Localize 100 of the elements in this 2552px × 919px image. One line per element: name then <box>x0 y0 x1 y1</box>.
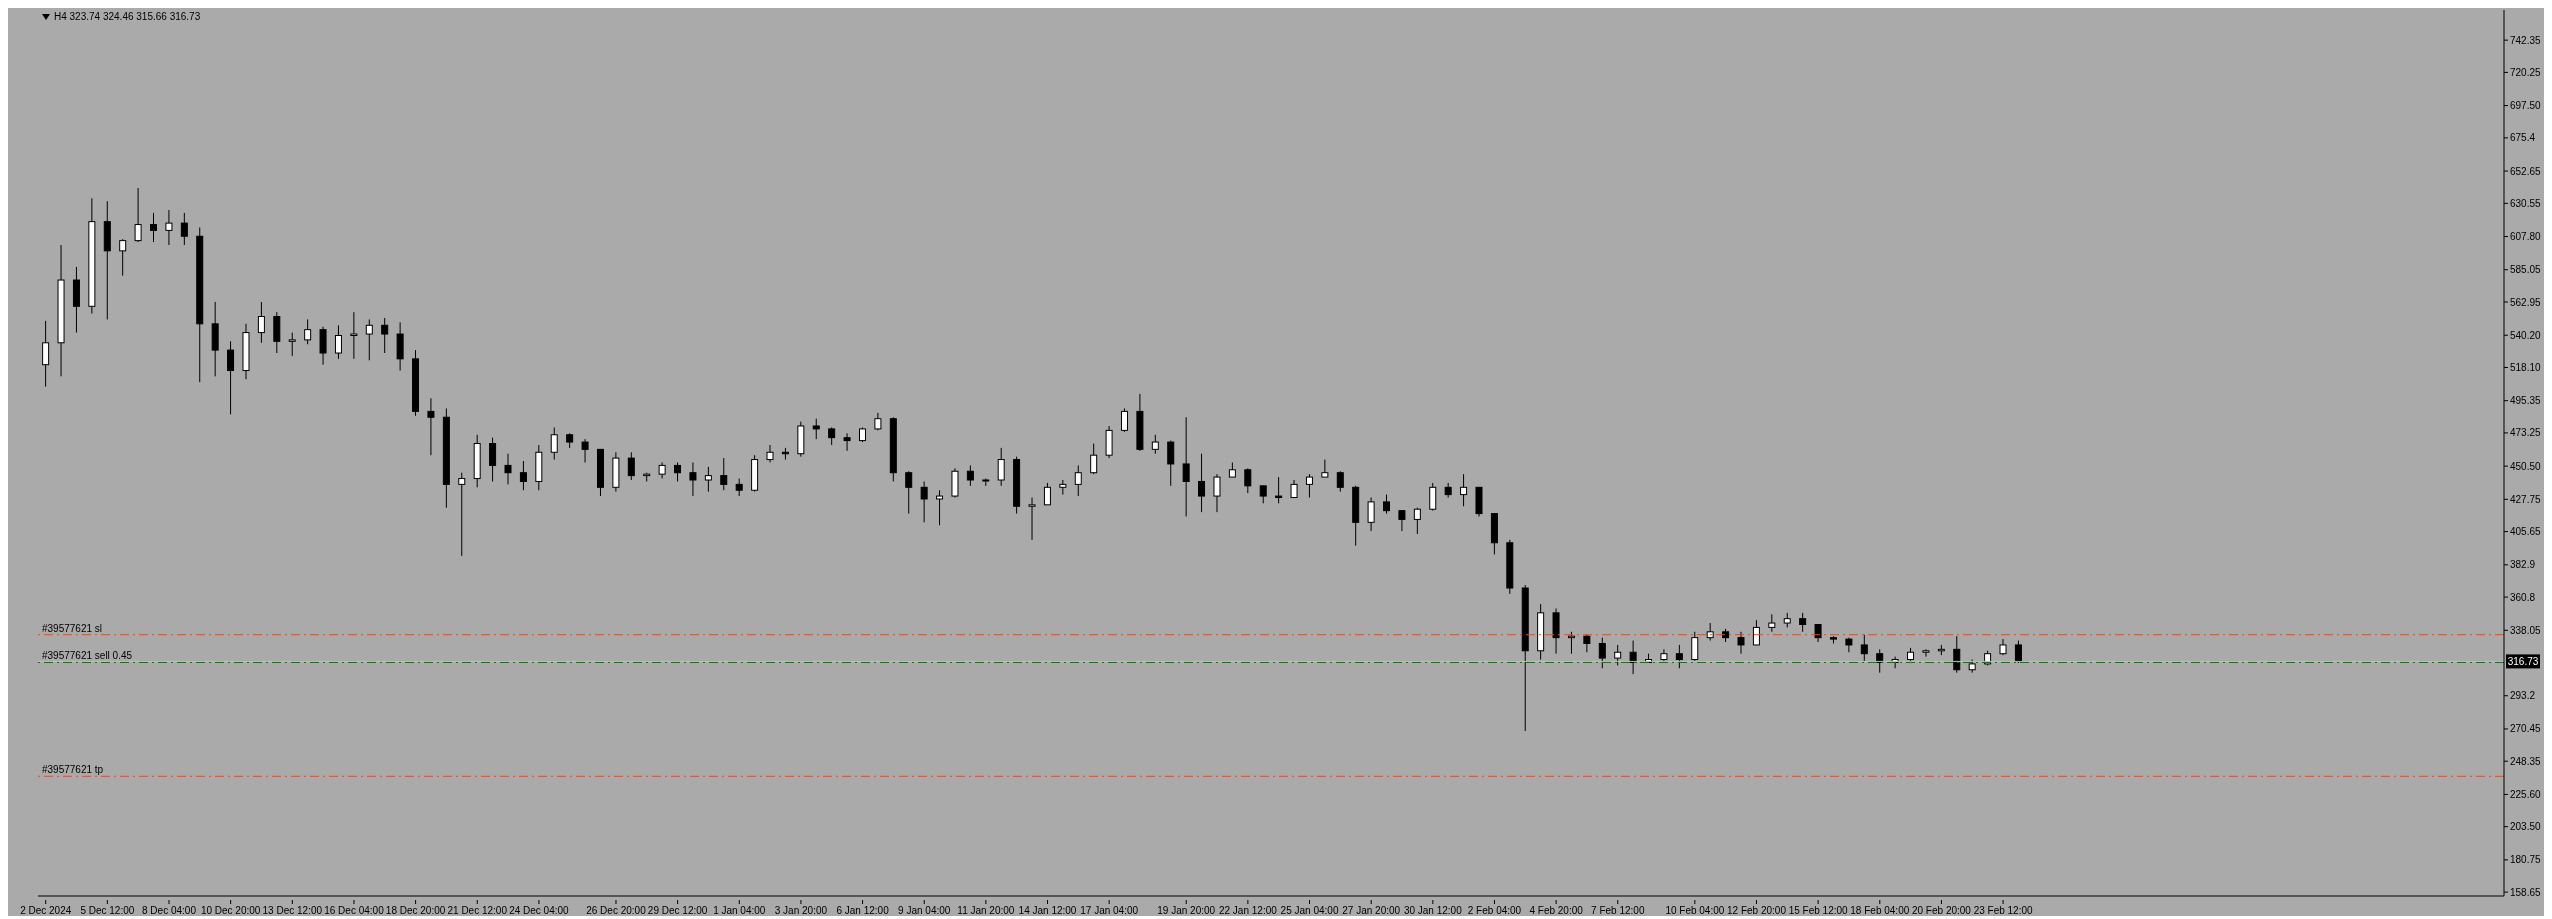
y-tick-label: 630.55 <box>2510 197 2542 209</box>
y-tick-label: 742.35 <box>2510 34 2542 46</box>
y-tick-label: 518.10 <box>2510 362 2542 374</box>
candlestick <box>905 470 913 515</box>
x-tick-label: 26 Dec 20:00 <box>586 905 647 916</box>
ref-line-label: #39577621 sell 0.45 <box>42 650 133 662</box>
candlestick <box>489 437 497 482</box>
candlestick <box>689 461 697 497</box>
candlestick <box>519 460 527 491</box>
x-tick-label: 13 Dec 12:00 <box>262 905 323 916</box>
x-tick-label: 7 Feb 12:00 <box>1591 905 1645 916</box>
candlestick <box>180 212 188 246</box>
x-tick-label: 6 Jan 12:00 <box>836 905 890 916</box>
x-tick-label: 4 Feb 20:00 <box>1529 905 1584 916</box>
x-tick-label: 11 Jan 20:00 <box>957 905 1015 916</box>
y-tick-label: 697.50 <box>2510 100 2542 112</box>
candlestick <box>1321 459 1329 478</box>
y-tick-label: 450.50 <box>2510 460 2542 472</box>
x-tick-label: 18 Dec 20:00 <box>385 905 446 916</box>
x-tick-label: 30 Jan 12:00 <box>1403 905 1463 916</box>
candlestick <box>1460 473 1468 507</box>
candlestick <box>1336 470 1344 493</box>
x-tick-label: 12 Feb 20:00 <box>1727 905 1787 916</box>
x-tick-label: 23 Feb 12:00 <box>1973 905 2033 916</box>
candlestick <box>1398 510 1406 532</box>
x-tick-label: 17 Jan 04:00 <box>1080 905 1139 916</box>
candlestick <box>1953 635 1961 674</box>
candlestick <box>319 326 327 366</box>
candlestick <box>1799 612 1807 633</box>
candlestick <box>1182 416 1190 517</box>
y-tick-label: 495.35 <box>2510 395 2542 407</box>
candlestick <box>304 318 312 345</box>
x-tick-label: 8 Dec 04:00 <box>142 905 197 916</box>
candlestick <box>920 480 928 523</box>
candlestick <box>966 464 974 487</box>
y-tick-label: 607.80 <box>2510 231 2542 243</box>
candlestick <box>1198 453 1206 513</box>
x-tick-label: 1 Jan 04:00 <box>713 905 766 916</box>
y-tick-label: 562.95 <box>2510 296 2542 308</box>
candlestick <box>1737 631 1745 655</box>
candlestick <box>365 318 373 361</box>
candlestick <box>504 453 512 485</box>
x-tick-label: 21 Dec 12:00 <box>447 905 508 916</box>
candlestick <box>1614 644 1622 666</box>
ref-line-label: #39577621 tp <box>42 764 104 776</box>
y-tick-label: 675.4 <box>2510 132 2536 144</box>
y-tick-label: 382.9 <box>2510 559 2536 571</box>
x-tick-label: 20 Feb 20:00 <box>1911 905 1972 916</box>
ref-line-label: 316.73 <box>2507 656 2539 668</box>
candlestick <box>150 212 158 243</box>
x-tick-label: 27 Jan 20:00 <box>1342 905 1401 916</box>
x-tick-label: 14 Jan 12:00 <box>1018 905 1077 916</box>
y-tick-label: 427.75 <box>2510 493 2542 505</box>
x-tick-label: 15 Feb 12:00 <box>1788 905 1849 916</box>
candlestick <box>997 447 1005 487</box>
y-tick-label: 203.50 <box>2510 821 2542 833</box>
candlestick <box>165 209 173 246</box>
y-tick-label: 248.35 <box>2510 755 2542 767</box>
candlestick <box>1413 507 1421 535</box>
candlestick <box>427 397 435 456</box>
x-tick-label: 22 Jan 12:00 <box>1218 905 1278 916</box>
x-tick-label: 2 Dec 2024 <box>20 905 72 916</box>
candlestick <box>1922 648 1930 658</box>
x-tick-label: 19 Jan 20:00 <box>1157 905 1216 916</box>
x-tick-label: 9 Jan 04:00 <box>898 905 951 916</box>
candlestick <box>350 311 358 360</box>
candlestick <box>1598 637 1606 669</box>
y-tick-label: 180.75 <box>2510 854 2542 866</box>
x-tick-label: 2 Feb 04:00 <box>1467 905 1522 916</box>
candlestick <box>704 466 712 493</box>
candlestick <box>1860 634 1868 662</box>
candlestick <box>381 317 389 354</box>
candlestick <box>550 426 558 461</box>
x-tick-label: 3 Jan 20:00 <box>774 905 828 916</box>
candlestick <box>257 301 265 344</box>
candlestick <box>720 457 728 491</box>
x-tick-label: 16 Dec 04:00 <box>324 905 385 916</box>
candlestick <box>1275 476 1283 504</box>
candlestick <box>1167 440 1175 487</box>
y-tick-label: 270.45 <box>2510 723 2542 735</box>
candlestick <box>1244 467 1252 494</box>
x-tick-label: 29 Dec 12:00 <box>647 905 708 916</box>
candlestick <box>1074 464 1082 497</box>
ref-line-label: #39577621 sl <box>42 622 103 634</box>
y-tick-label: 338.05 <box>2510 624 2542 636</box>
candlestick <box>1151 434 1159 455</box>
candlestick <box>581 438 589 463</box>
candlestick <box>1305 473 1313 499</box>
y-tick-label: 158.65 <box>2510 886 2542 898</box>
x-tick-label: 10 Feb 04:00 <box>1665 905 1725 916</box>
candlestick <box>1675 644 1683 669</box>
candlestick <box>227 340 235 415</box>
x-tick-label: 24 Dec 04:00 <box>509 905 570 916</box>
x-tick-label: 25 Jan 04:00 <box>1280 905 1339 916</box>
x-tick-label: 18 Feb 04:00 <box>1850 905 1910 916</box>
y-tick-label: 225.60 <box>2510 788 2542 800</box>
candlestick <box>1691 631 1699 662</box>
x-tick-label: 10 Dec 20:00 <box>200 905 261 916</box>
candlestick <box>1583 634 1591 653</box>
candlestick <box>1028 497 1036 541</box>
